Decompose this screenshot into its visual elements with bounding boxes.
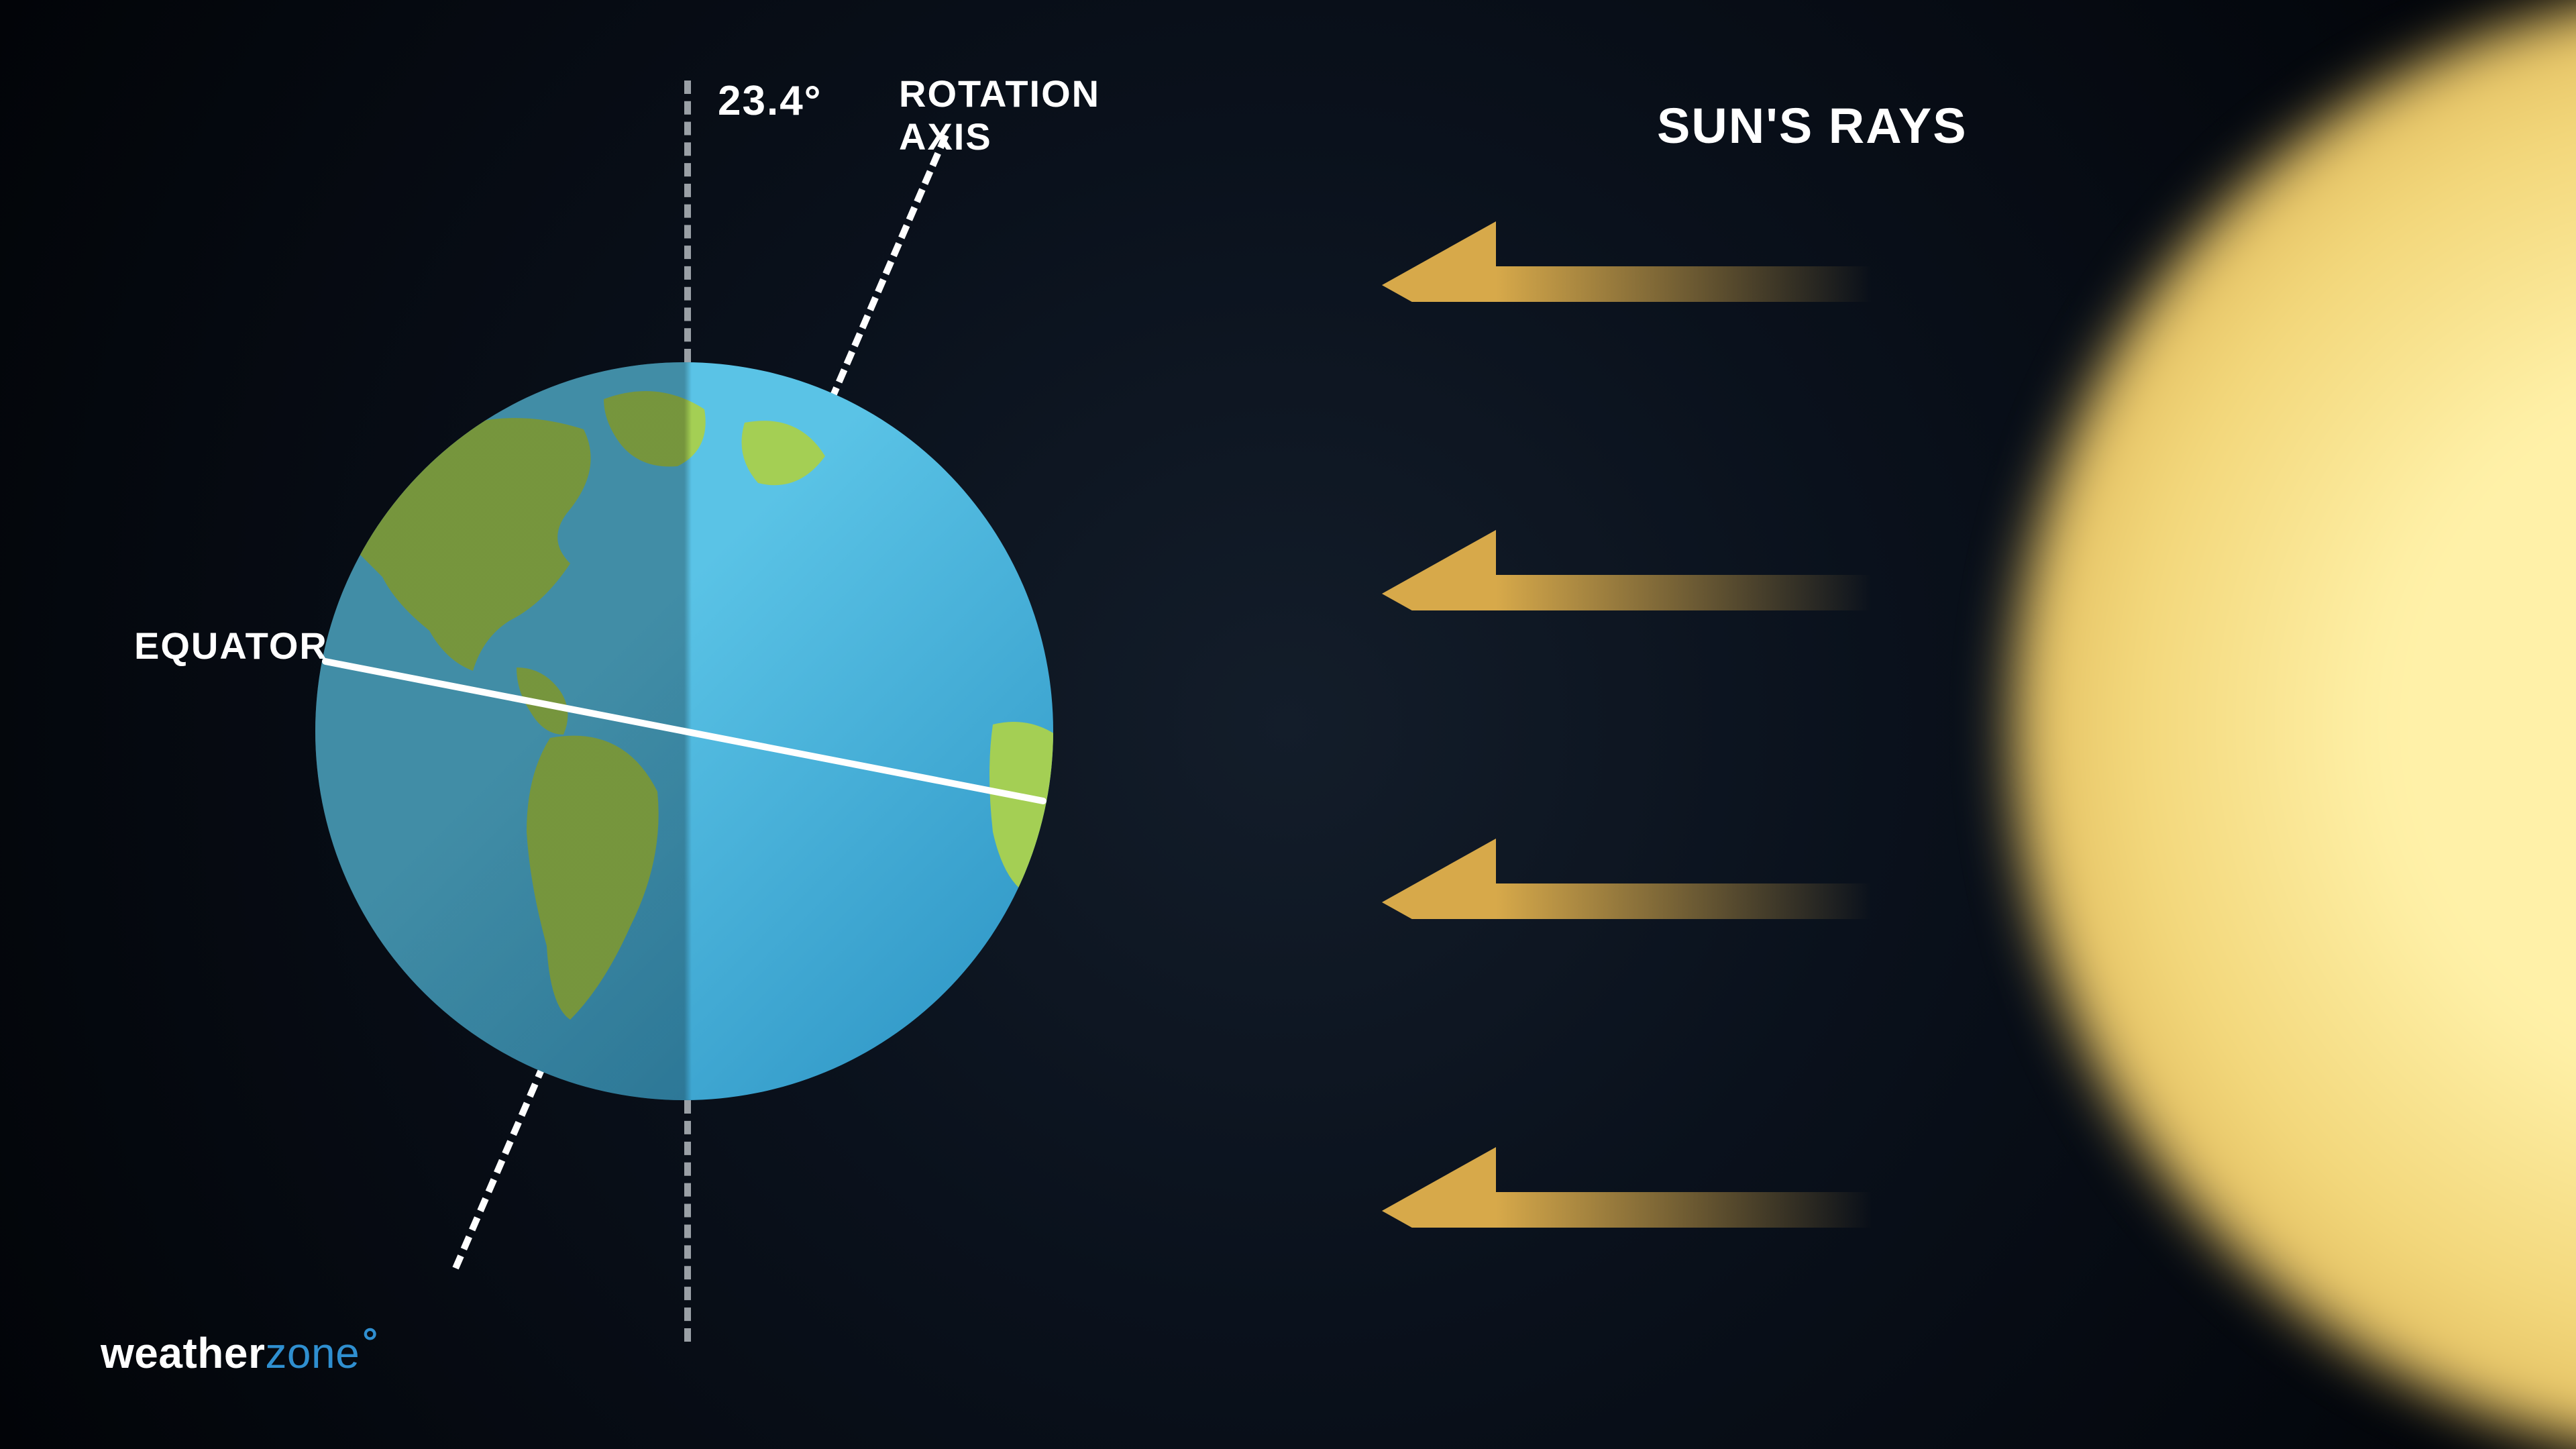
vertical-axis-bottom: [684, 1100, 691, 1342]
weatherzone-logo: weatherzone°: [101, 1328, 376, 1378]
logo-degree-icon: °: [362, 1320, 378, 1364]
earth: [315, 362, 1053, 1100]
diagram-stage: 23.4° ROTATION AXIS EQUATOR SUN'S RAYS w…: [0, 0, 2576, 1449]
logo-text-zone: zone: [265, 1328, 360, 1378]
sun-ray-arrow: [1382, 530, 1872, 610]
equator-label: EQUATOR: [134, 624, 328, 667]
suns-rays-label: SUN'S RAYS: [1657, 97, 1968, 154]
sun-ray-arrow: [1382, 839, 1872, 919]
logo-text-weather: weather: [101, 1328, 265, 1378]
sun-ray-arrow: [1382, 1147, 1872, 1228]
rotation-axis-label: ROTATION AXIS: [899, 72, 1100, 159]
angle-label: 23.4°: [718, 77, 822, 125]
sun-glow: [2012, 0, 2576, 1449]
sun-ray-arrow: [1382, 221, 1872, 302]
